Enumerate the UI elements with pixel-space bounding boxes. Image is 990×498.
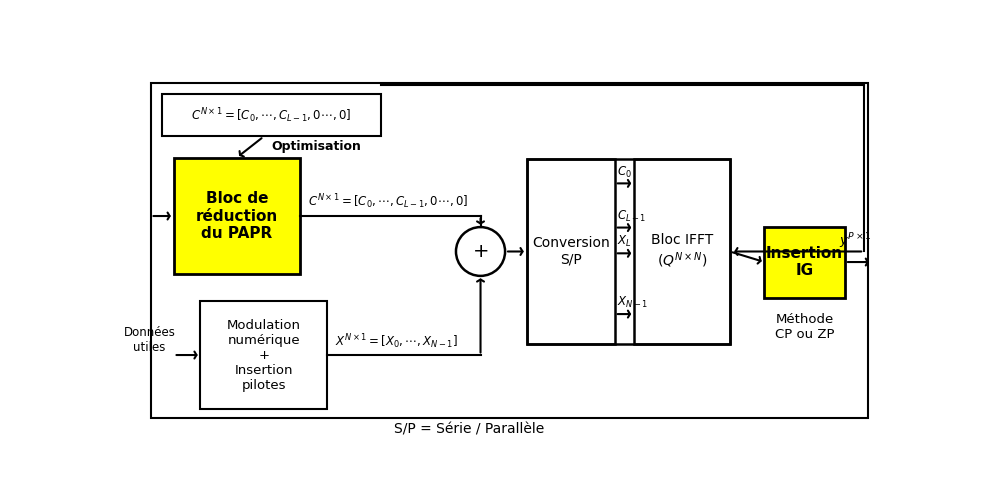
Bar: [527, 159, 615, 344]
Text: $C_{L-1}$: $C_{L-1}$: [617, 209, 646, 224]
Text: $C^{N\times 1}=[C_0,\cdots,C_{L-1},0\cdots,0]$: $C^{N\times 1}=[C_0,\cdots,C_{L-1},0\cdo…: [308, 193, 468, 212]
Text: S/P = Série / Parallèle: S/P = Série / Parallèle: [394, 422, 544, 436]
Bar: [527, 159, 730, 344]
Text: Méthode
CP ou ZP: Méthode CP ou ZP: [775, 313, 835, 341]
Text: $X^{N\times 1}=[X_0,\cdots,X_{N-1}]$: $X^{N\times 1}=[X_0,\cdots,X_{N-1}]$: [335, 333, 458, 351]
Bar: [173, 157, 300, 274]
Text: $X_L$: $X_L$: [617, 235, 632, 249]
Text: $X_{N-1}$: $X_{N-1}$: [617, 295, 648, 310]
Text: $C^{N\times 1}=[C_0,\cdots,C_{L-1},0\cdots,0]$: $C^{N\times 1}=[C_0,\cdots,C_{L-1},0\cdo…: [191, 106, 351, 124]
Bar: [634, 159, 730, 344]
Text: Insertion
IG: Insertion IG: [766, 246, 843, 278]
Bar: [764, 227, 844, 297]
Text: $+$: $+$: [472, 242, 489, 261]
Text: Optimisation: Optimisation: [271, 140, 361, 153]
Text: $y^{P\times 1}$: $y^{P\times 1}$: [840, 231, 872, 250]
Text: Données
utiles: Données utiles: [124, 326, 175, 354]
Text: Modulation
numérique
+
Insertion
pilotes: Modulation numérique + Insertion pilotes: [227, 319, 301, 391]
Bar: [200, 301, 327, 409]
Bar: [162, 94, 381, 136]
Text: Bloc IFFT
$(Q^{N\times N})$: Bloc IFFT $(Q^{N\times N})$: [650, 233, 713, 270]
Bar: [150, 83, 868, 418]
Text: $C_0$: $C_0$: [617, 164, 632, 180]
Text: Bloc de
réduction
du PAPR: Bloc de réduction du PAPR: [196, 191, 278, 241]
Text: Conversion
S/P: Conversion S/P: [532, 237, 610, 266]
